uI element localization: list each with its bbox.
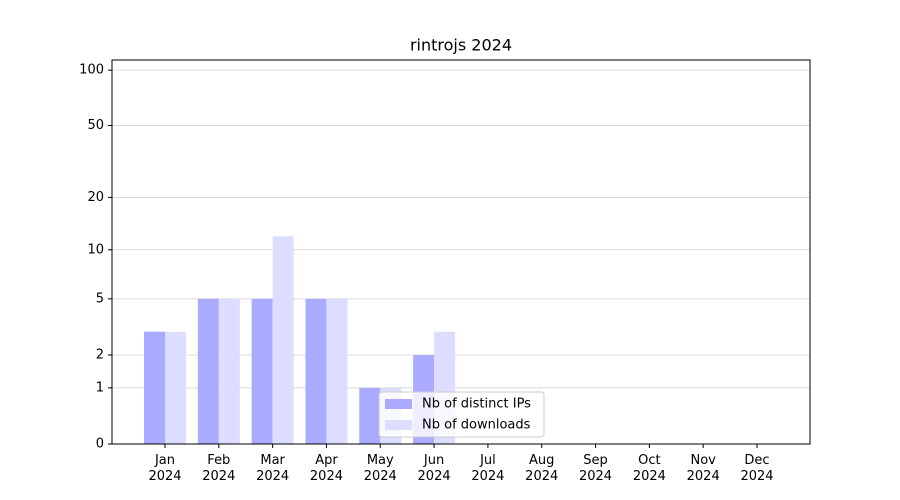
bar (305, 298, 327, 444)
bar (326, 298, 348, 444)
y-tick-label: 1 (96, 380, 104, 395)
legend-label: Nb of downloads (422, 418, 531, 433)
y-tick-label: 0 (96, 437, 104, 452)
x-tick-label: Jan 2024 (148, 453, 182, 484)
x-tick-label: Oct 2024 (632, 453, 666, 484)
bar (251, 298, 273, 444)
y-tick-label: 2 (96, 348, 104, 363)
y-tick-label: 20 (87, 190, 104, 205)
x-tick-label: Mar 2024 (256, 453, 290, 484)
y-tick-label: 100 (79, 63, 104, 78)
x-tick-label: Jun 2024 (417, 453, 451, 484)
bar (197, 298, 219, 444)
x-tick-label: May 2024 (363, 453, 397, 484)
legend-label: Nb of distinct IPs (422, 397, 531, 412)
legend-swatch (385, 399, 412, 409)
x-tick-label: Apr 2024 (309, 453, 343, 484)
legend-box (378, 391, 545, 438)
x-tick-label: Feb 2024 (202, 453, 236, 484)
plot-frame (111, 59, 811, 445)
y-tick-label: 5 (96, 291, 104, 306)
x-tick-label: Nov 2024 (686, 453, 720, 484)
chart-title: rintrojs 2024 (410, 36, 512, 55)
bar (272, 236, 294, 444)
bar (218, 298, 240, 444)
y-tick-label: 10 (87, 242, 104, 257)
x-tick-label: Aug 2024 (525, 453, 559, 484)
legend-swatch (385, 420, 412, 430)
bar (359, 387, 381, 444)
y-tick-label: 50 (87, 118, 104, 133)
x-tick-label: Dec 2024 (740, 453, 774, 484)
x-tick-label: Jul 2024 (471, 453, 505, 484)
x-tick-label: Sep 2024 (578, 453, 613, 484)
bar (144, 331, 165, 444)
bar (165, 331, 186, 444)
